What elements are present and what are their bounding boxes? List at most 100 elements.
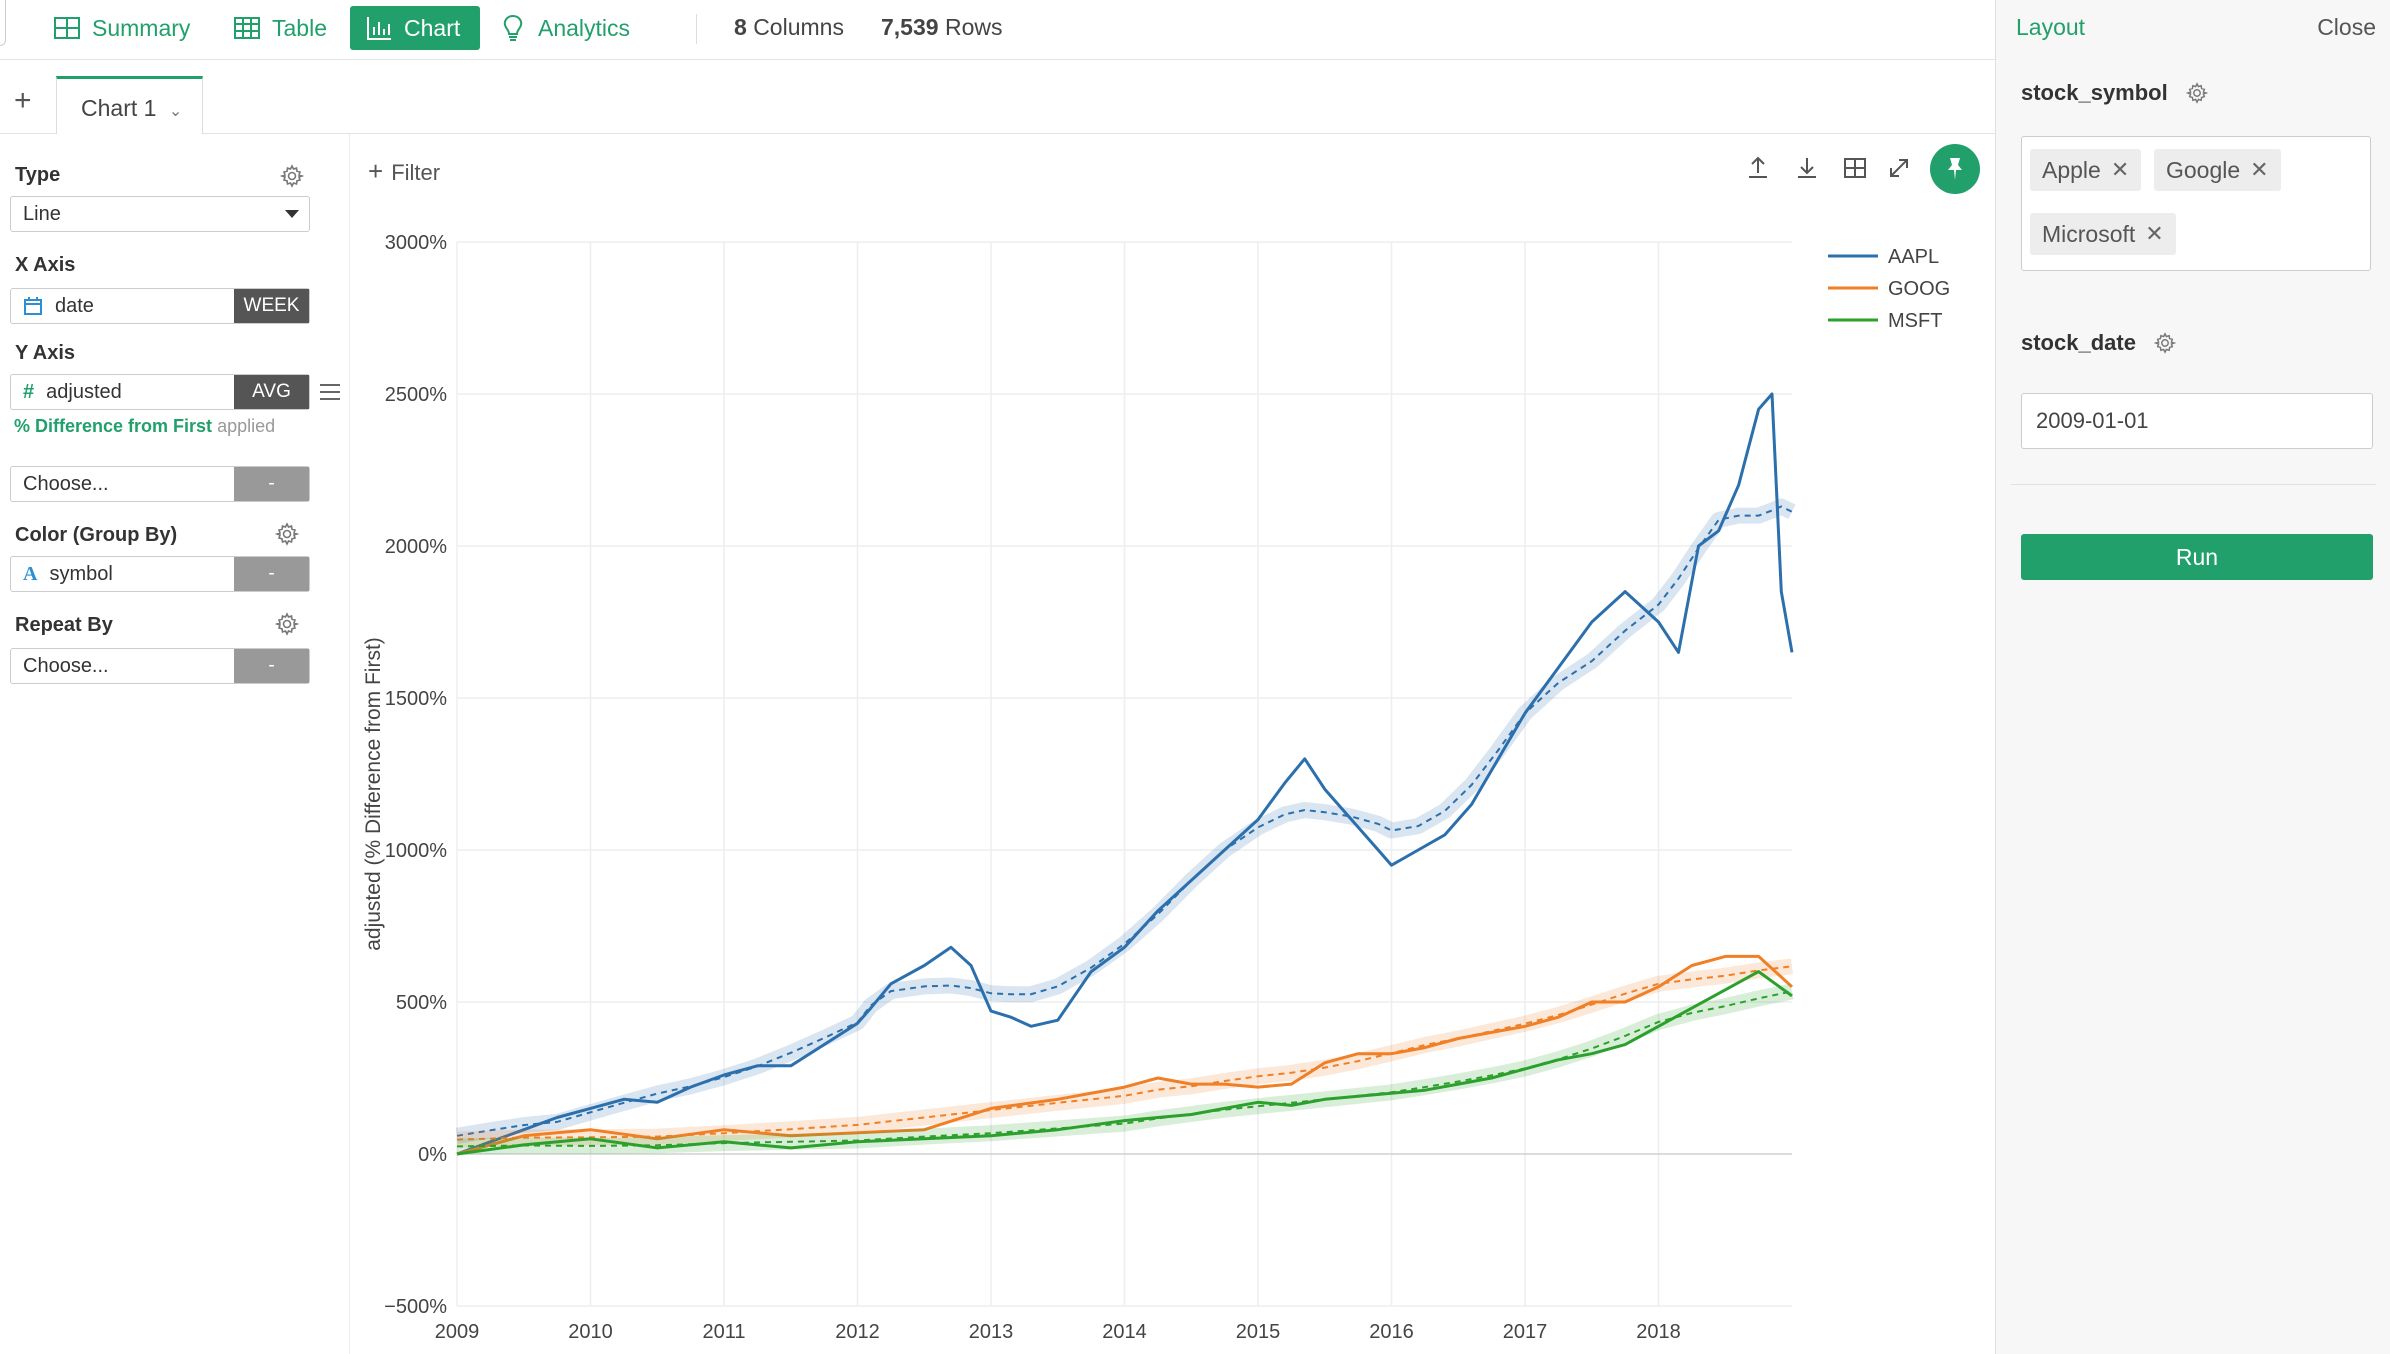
add-chart-button[interactable]: + bbox=[14, 84, 32, 117]
x-tick-label: 2013 bbox=[969, 1321, 1014, 1343]
caret-down-icon bbox=[285, 210, 299, 218]
chart-config-panel: Type Line X Axis date WEEK Y Axis # adju… bbox=[0, 134, 350, 1354]
stock-symbol-label-text: stock_symbol bbox=[2021, 80, 2168, 105]
repeat-label: Repeat By bbox=[15, 614, 113, 636]
layout-panel: Layout Close stock_symbol Apple ✕ Google… bbox=[1995, 0, 2390, 1354]
tag-microsoft-remove-icon[interactable]: ✕ bbox=[2145, 221, 2164, 246]
x-tick-label: 2012 bbox=[835, 1321, 880, 1343]
yaxis-field[interactable]: # adjusted AVG bbox=[10, 374, 310, 410]
nav-chart-label: Chart bbox=[404, 14, 461, 41]
text-type-icon: A bbox=[23, 562, 38, 585]
x-tick-label: 2016 bbox=[1369, 1321, 1414, 1343]
yaxis2-placeholder: Choose... bbox=[23, 472, 109, 495]
stock-symbol-label: stock_symbol bbox=[2021, 80, 2208, 106]
columns-count: 8 Columns bbox=[734, 14, 844, 41]
nav-table-button[interactable]: Table bbox=[218, 6, 341, 50]
xaxis-field[interactable]: date WEEK bbox=[10, 288, 310, 324]
nav-chart-button[interactable]: Chart bbox=[350, 6, 480, 50]
x-tick-label: 2010 bbox=[568, 1321, 613, 1343]
repeat-agg-button[interactable]: - bbox=[234, 649, 309, 683]
type-label: Type bbox=[15, 164, 61, 186]
grid-view-icon[interactable] bbox=[1841, 154, 1869, 182]
rows-count-label: Rows bbox=[944, 14, 1003, 40]
chart-type-value: Line bbox=[23, 202, 61, 225]
color-gear-icon[interactable] bbox=[275, 522, 299, 546]
yaxis-field-value: adjusted bbox=[46, 380, 122, 403]
color-field-value: symbol bbox=[49, 562, 113, 585]
tag-apple-label: Apple bbox=[2042, 156, 2101, 183]
stock-symbol-multiselect[interactable]: Apple ✕ Google ✕ Microsoft ✕ bbox=[2021, 136, 2371, 271]
x-tick-label: 2018 bbox=[1636, 1321, 1681, 1343]
y-tick-label: 3000% bbox=[385, 232, 447, 254]
tab-chart-1[interactable]: Chart 1 ⌄ bbox=[56, 76, 203, 134]
window-edge bbox=[0, 0, 6, 46]
y-axis-label: adjusted (% Difference from First) bbox=[362, 637, 385, 951]
stock-date-input[interactable]: 2009-01-01 bbox=[2021, 393, 2373, 449]
y-tick-label: −500% bbox=[384, 1296, 447, 1318]
y-tick-label: 2000% bbox=[385, 536, 447, 558]
legend-label-goog: GOOG bbox=[1888, 278, 1950, 300]
yaxis2-field[interactable]: Choose... - bbox=[10, 466, 310, 502]
xaxis-agg-button[interactable]: WEEK bbox=[234, 289, 309, 323]
table-icon bbox=[234, 17, 260, 39]
summary-grid-icon bbox=[54, 17, 80, 39]
trend-line-msft bbox=[456, 990, 1793, 1148]
tag-google-remove-icon[interactable]: ✕ bbox=[2250, 157, 2269, 182]
color-field[interactable]: A symbol - bbox=[10, 556, 310, 592]
bar-chart-icon bbox=[367, 17, 391, 40]
top-toolbar: Summary Table Chart Analytics 8 Columns … bbox=[0, 0, 1995, 60]
close-panel-button[interactable]: Close bbox=[2317, 14, 2376, 40]
nav-summary-label: Summary bbox=[92, 14, 191, 41]
yaxis2-agg-button[interactable]: - bbox=[234, 467, 309, 501]
repeat-placeholder: Choose... bbox=[23, 654, 109, 677]
repeat-field[interactable]: Choose... - bbox=[10, 648, 310, 684]
xaxis-label: X Axis bbox=[15, 254, 76, 276]
calculation-applied-note: % Difference from First applied bbox=[14, 416, 275, 437]
type-gear-icon[interactable] bbox=[280, 164, 304, 188]
yaxis-agg-button[interactable]: AVG bbox=[234, 375, 309, 409]
tab-chart-1-label: Chart 1 bbox=[81, 95, 157, 121]
lightbulb-icon bbox=[503, 14, 523, 41]
tag-google-label: Google bbox=[2166, 156, 2241, 183]
rows-count-value: 7,539 bbox=[881, 14, 939, 40]
columns-count-label: Columns bbox=[753, 14, 844, 40]
line-chart: 2009 2010 2011 2012 2013 2014 2015 2016 2017 2018… bbox=[362, 232, 1950, 1343]
series-line-msft bbox=[456, 970, 1793, 1156]
plus-icon: + bbox=[368, 156, 384, 186]
trend-line-goog bbox=[456, 965, 1793, 1141]
nav-analytics-button[interactable]: Analytics bbox=[484, 6, 644, 50]
yaxis-label: Y Axis bbox=[15, 342, 76, 364]
tag-microsoft-label: Microsoft bbox=[2042, 220, 2136, 247]
y-tick-label: 1500% bbox=[385, 688, 447, 710]
calculation-name[interactable]: % Difference from First bbox=[14, 416, 213, 436]
nav-summary-button[interactable]: Summary bbox=[38, 6, 204, 50]
y-tick-label: 0% bbox=[418, 1144, 447, 1166]
run-button[interactable]: Run bbox=[2021, 534, 2373, 580]
legend-label-msft: MSFT bbox=[1888, 310, 1942, 332]
chart-tab-row: + Chart 1 ⌄ bbox=[0, 60, 1995, 134]
stock-symbol-gear-icon[interactable] bbox=[2185, 82, 2208, 104]
download-icon[interactable] bbox=[1793, 154, 1821, 182]
x-tick-label: 2009 bbox=[435, 1321, 480, 1343]
panel-divider bbox=[2011, 484, 2376, 485]
upload-icon[interactable] bbox=[1744, 154, 1772, 182]
pin-icon bbox=[1948, 158, 1962, 180]
layout-panel-title: Layout bbox=[2016, 14, 2086, 40]
y-tick-label: 2500% bbox=[385, 384, 447, 406]
stock-date-gear-icon[interactable] bbox=[2153, 332, 2176, 354]
color-agg-button[interactable]: - bbox=[234, 557, 309, 591]
color-label: Color (Group By) bbox=[15, 524, 178, 546]
nav-analytics-label: Analytics bbox=[538, 14, 631, 41]
tag-apple-remove-icon[interactable]: ✕ bbox=[2110, 157, 2130, 182]
chart-type-select[interactable]: Line bbox=[10, 196, 310, 232]
nav-table-label: Table bbox=[272, 14, 327, 41]
chevron-down-icon[interactable]: ⌄ bbox=[168, 103, 183, 120]
expand-icon[interactable] bbox=[1885, 154, 1913, 182]
add-filter-button[interactable]: + Filter bbox=[368, 156, 440, 187]
x-tick-label: 2017 bbox=[1503, 1321, 1548, 1343]
hamburger-menu-icon[interactable] bbox=[318, 382, 342, 402]
columns-count-value: 8 bbox=[734, 14, 747, 40]
repeat-gear-icon[interactable] bbox=[275, 612, 299, 636]
series-line-aapl bbox=[456, 392, 1794, 1156]
pin-button[interactable] bbox=[1930, 144, 1980, 194]
